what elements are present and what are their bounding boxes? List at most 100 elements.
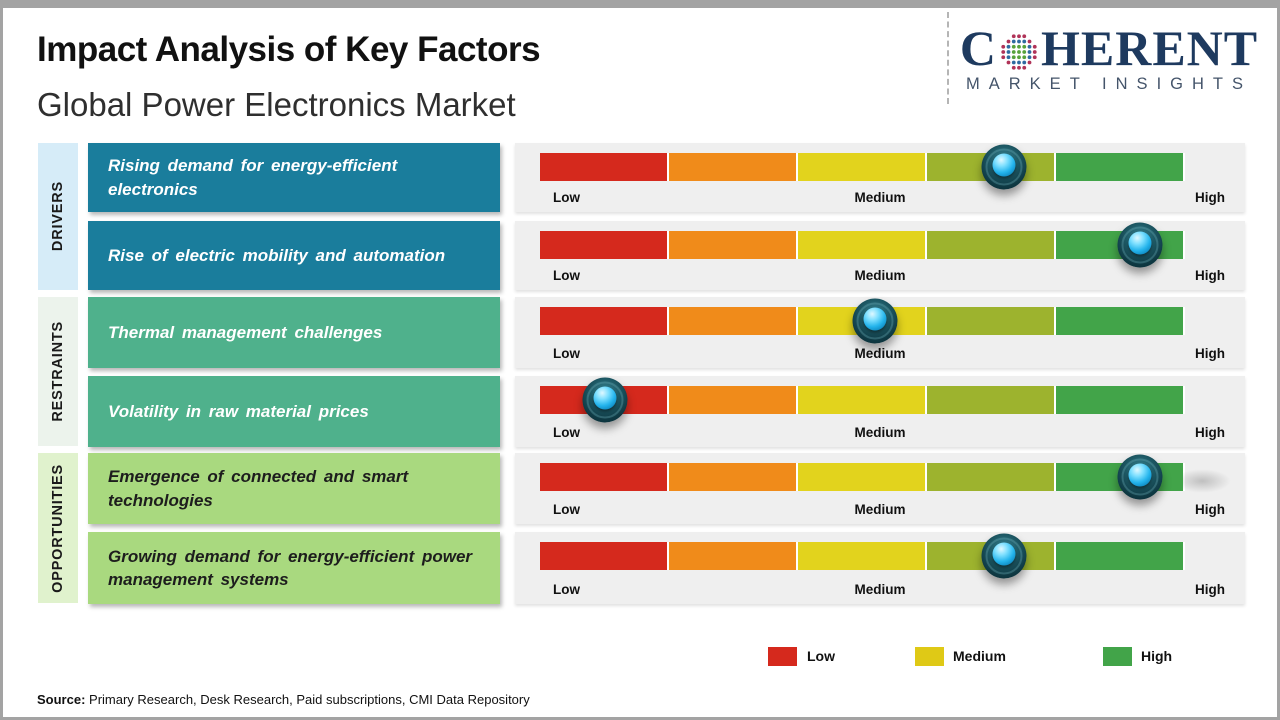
impact-scale-2: Low Medium High <box>515 221 1245 290</box>
segment-orange <box>669 463 798 491</box>
factor-label-6: Growing demand for energy-efficient powe… <box>108 546 473 589</box>
impact-marker-3 <box>852 298 898 344</box>
segment-orange <box>669 307 798 335</box>
segment-green <box>1056 542 1185 570</box>
factor-box-1: Rising demand for energy-efficient elect… <box>88 143 500 212</box>
scale-label-low: Low <box>553 425 580 440</box>
impact-bar-2 <box>540 222 1185 268</box>
logo-tagline: MARKET INSIGHTS <box>966 75 1252 93</box>
segment-red <box>540 231 669 259</box>
impact-marker-1 <box>981 144 1027 190</box>
factor-box-5: Emergence of connected and smart technol… <box>88 453 500 524</box>
segment-green <box>1056 307 1185 335</box>
marker-core <box>992 153 1016 177</box>
legend-swatch-low <box>768 647 797 666</box>
impact-scale-3: Low Medium High <box>515 297 1245 368</box>
factor-label-1: Rising demand for energy-efficient elect… <box>108 156 398 199</box>
legend-label-medium: Medium <box>953 648 1006 664</box>
impact-scale-5: Low Medium High <box>515 453 1245 524</box>
header-divider <box>947 12 949 104</box>
factor-label-3: Thermal management challenges <box>108 322 383 342</box>
scale-label-low: Low <box>553 582 580 597</box>
source-text: Primary Research, Desk Research, Paid su… <box>89 692 530 707</box>
company-logo: C HERENT <box>955 22 1263 94</box>
legend-label-low: Low <box>807 648 835 664</box>
segment-red <box>540 307 669 335</box>
segment-orange <box>669 153 798 181</box>
scale-label-medium: Medium <box>854 190 906 205</box>
scale-label-medium: Medium <box>854 425 906 440</box>
segment-red <box>540 463 669 491</box>
category-label-drivers: DRIVERS <box>50 181 66 252</box>
factor-label-2: Rise of electric mobility and automation <box>108 245 446 265</box>
segment-yellow <box>798 153 927 181</box>
segment-green <box>1056 386 1185 414</box>
scale-label-high: High <box>1195 346 1225 361</box>
scale-label-low: Low <box>553 268 580 283</box>
marker-core <box>1128 231 1152 255</box>
marker-core <box>863 307 887 331</box>
impact-scale-6: Low Medium High <box>515 532 1245 604</box>
scale-label-medium: Medium <box>854 502 906 517</box>
marker-core <box>992 542 1016 566</box>
legend-swatch-medium <box>915 647 944 666</box>
scale-label-medium: Medium <box>854 268 906 283</box>
factor-label-4: Volatility in raw material prices <box>108 401 369 421</box>
factor-box-4: Volatility in raw material prices <box>88 376 500 447</box>
legend-label-high: High <box>1141 648 1173 664</box>
scale-label-high: High <box>1195 190 1225 205</box>
page-subtitle: Global Power Electronics Market <box>37 86 516 123</box>
segment-yellow <box>798 542 927 570</box>
factor-box-2: Rise of electric mobility and automation <box>88 221 500 290</box>
category-strip-restraints: RESTRAINTS <box>38 297 78 446</box>
segment-yellowgreen <box>927 231 1056 259</box>
segment-green <box>1056 153 1185 181</box>
factor-box-6: Growing demand for energy-efficient powe… <box>88 532 500 604</box>
impact-marker-6 <box>981 533 1027 579</box>
logo-wordmark: C HERENT <box>955 22 1263 74</box>
segment-yellowgreen <box>927 386 1056 414</box>
segment-orange <box>669 231 798 259</box>
impact-bar-5 <box>540 454 1185 500</box>
page-title: Impact Analysis of Key Factors <box>37 30 541 69</box>
impact-marker-5 <box>1117 454 1163 500</box>
category-strip-opportunities: OPPORTUNITIES <box>38 453 78 603</box>
scale-label-medium: Medium <box>854 582 906 597</box>
factor-box-3: Thermal management challenges <box>88 297 500 368</box>
segment-red <box>540 542 669 570</box>
marker-core <box>593 386 616 410</box>
legend-swatch-high <box>1103 647 1132 666</box>
impact-bar-1 <box>540 144 1185 190</box>
factor-label-5: Emergence of connected and smart technol… <box>108 467 409 510</box>
scale-label-low: Low <box>553 502 580 517</box>
segment-yellowgreen <box>927 463 1056 491</box>
impact-scale-4: Low Medium High <box>515 376 1245 447</box>
impact-scale-1: Low Medium High <box>515 143 1245 212</box>
category-strip-drivers: DRIVERS <box>38 143 78 290</box>
segment-orange <box>669 386 798 414</box>
scale-label-medium: Medium <box>854 346 906 361</box>
segment-yellow <box>798 463 927 491</box>
bar-shadow <box>1183 469 1231 493</box>
scale-label-low: Low <box>553 190 580 205</box>
scale-label-high: High <box>1195 268 1225 283</box>
source-label: Source: <box>37 692 86 707</box>
scale-label-low: Low <box>553 346 580 361</box>
segment-red <box>540 153 669 181</box>
category-label-opportunities: OPPORTUNITIES <box>50 463 66 593</box>
source-note: Source: Primary Research, Desk Research,… <box>37 692 530 707</box>
logo-letters-rest: HERENT <box>1040 20 1259 76</box>
segment-yellow <box>798 386 927 414</box>
segment-orange <box>669 542 798 570</box>
impact-marker-2 <box>1117 222 1163 268</box>
impact-bar-6 <box>540 533 1185 579</box>
scale-label-high: High <box>1195 425 1225 440</box>
impact-bar-3 <box>540 298 1185 344</box>
marker-core <box>1128 463 1152 487</box>
segment-yellowgreen <box>927 307 1056 335</box>
dotted-globe-icon <box>1001 33 1037 70</box>
impact-marker-4 <box>582 377 627 423</box>
segment-yellow <box>798 231 927 259</box>
logo-letter-c: C <box>959 20 997 76</box>
